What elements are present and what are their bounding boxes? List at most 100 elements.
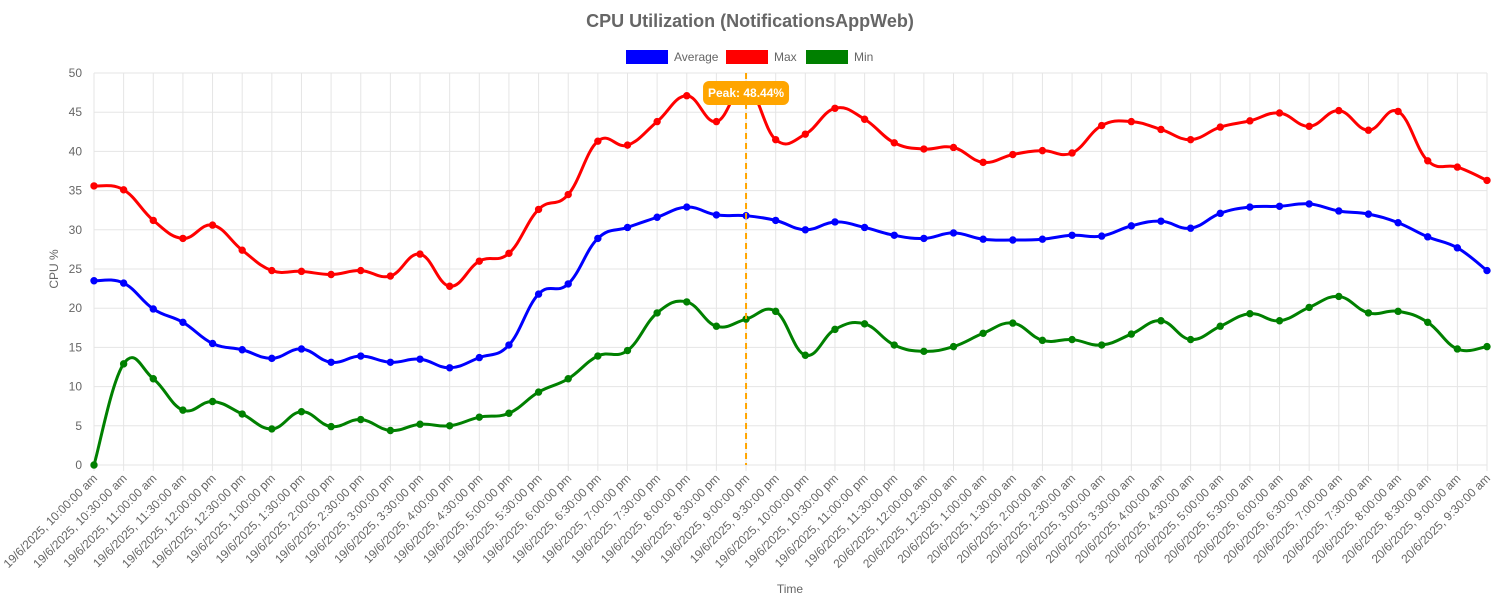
data-point-average (416, 355, 424, 363)
data-point-average (860, 223, 869, 232)
data-point-min (268, 425, 276, 433)
data-point-average (505, 341, 513, 349)
data-point-min (979, 329, 987, 337)
data-point-average (623, 223, 632, 232)
data-point-min (1216, 322, 1224, 330)
x-axis-label: Time (777, 582, 804, 596)
data-point-average (1305, 200, 1313, 208)
data-point-min (771, 307, 780, 316)
data-point-min (475, 413, 483, 421)
data-point-average (386, 358, 395, 366)
data-point-average (1157, 217, 1165, 225)
data-point-max (1216, 123, 1224, 131)
data-point-max (979, 158, 987, 167)
data-point-max (653, 117, 661, 126)
data-point-average (357, 352, 365, 360)
data-point-average (1009, 236, 1017, 244)
data-point-max (1424, 157, 1432, 165)
data-point-max (386, 272, 395, 280)
data-point-min (683, 298, 691, 306)
series-min (90, 292, 1491, 469)
data-point-average (920, 234, 928, 243)
data-point-average (1098, 232, 1106, 240)
data-point-min (1364, 309, 1373, 317)
data-point-max (505, 249, 513, 258)
data-point-max (1394, 107, 1402, 116)
legend: Average Max Min (626, 50, 873, 64)
series-max (90, 81, 1491, 290)
y-tick-label: 0 (75, 458, 82, 472)
data-point-average (890, 231, 898, 239)
data-point-min (1335, 292, 1343, 301)
data-point-average (268, 354, 276, 363)
data-point-min (712, 322, 721, 330)
data-point-average (801, 226, 810, 234)
data-point-average (534, 290, 543, 298)
data-point-max (534, 205, 543, 214)
y-tick-label: 30 (69, 223, 83, 237)
data-point-min (179, 406, 187, 414)
data-point-average (119, 279, 128, 287)
data-point-min (386, 426, 395, 435)
data-point-max (623, 141, 632, 149)
y-tick-label: 20 (69, 301, 83, 315)
data-point-average (979, 235, 987, 243)
data-point-average (712, 211, 721, 219)
y-tick-label: 40 (69, 144, 83, 158)
data-point-average (238, 346, 246, 354)
data-point-min (1275, 317, 1284, 325)
data-point-min (623, 346, 632, 355)
series-group (90, 81, 1491, 469)
data-point-average (1364, 210, 1373, 218)
y-tick-label: 25 (69, 262, 83, 276)
y-tick-label: 45 (69, 105, 83, 119)
data-point-average (771, 216, 780, 225)
data-point-min (327, 422, 335, 431)
data-point-max (119, 186, 128, 194)
data-point-average (90, 277, 98, 285)
data-point-min (1009, 319, 1017, 327)
data-point-max (416, 250, 424, 258)
data-point-max (208, 221, 217, 229)
data-point-average (297, 345, 306, 353)
data-point-min (505, 409, 513, 417)
data-point-max (1157, 125, 1165, 134)
data-point-max (1246, 117, 1254, 125)
data-point-average (653, 213, 661, 221)
data-point-max (683, 92, 691, 100)
data-point-min (119, 360, 128, 368)
series-line-average (93, 202, 1488, 370)
series-average (90, 200, 1491, 372)
y-tick-label: 15 (69, 340, 83, 354)
data-point-min (1098, 341, 1106, 349)
data-point-min (1246, 309, 1254, 318)
data-point-max (564, 190, 572, 199)
peak-label: Peak: 48.44% (708, 86, 784, 100)
data-point-max (1364, 126, 1373, 134)
data-point-average (1127, 222, 1136, 230)
data-point-max (268, 266, 276, 275)
data-point-average (1216, 209, 1224, 218)
data-point-min (801, 351, 810, 359)
data-point-max (1483, 176, 1491, 185)
data-point-min (1483, 342, 1491, 351)
data-point-average (564, 280, 572, 288)
data-point-min (860, 320, 869, 328)
data-point-min (149, 375, 157, 383)
y-axis-ticks: 0 5 10 15 20 25 30 35 40 45 50 (69, 66, 83, 472)
grid (93, 72, 1488, 471)
data-point-max (149, 216, 157, 225)
data-point-average (1394, 219, 1402, 227)
legend-swatch-average (626, 50, 668, 64)
data-point-average (327, 358, 335, 366)
data-point-average (949, 229, 958, 237)
data-point-max (1453, 163, 1462, 171)
data-point-max (860, 115, 869, 123)
data-point-average (149, 305, 157, 313)
y-tick-label: 50 (69, 66, 83, 80)
data-point-max (831, 104, 839, 112)
data-point-max (890, 139, 898, 147)
data-point-min (949, 342, 958, 351)
